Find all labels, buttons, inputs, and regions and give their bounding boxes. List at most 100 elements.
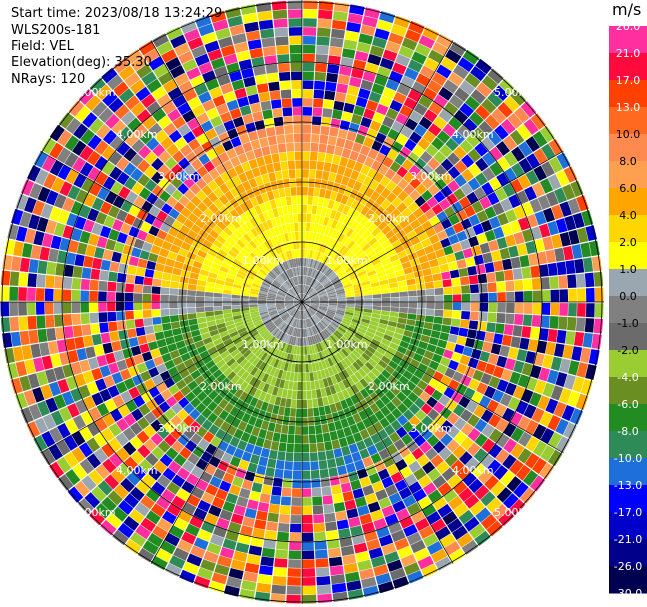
velocity-bin — [511, 146, 526, 162]
velocity-bin — [390, 419, 402, 431]
velocity-bin — [4, 347, 16, 364]
velocity-bin — [240, 371, 250, 381]
velocity-bin — [310, 302, 320, 304]
velocity-bin — [531, 457, 547, 475]
velocity-bin — [288, 169, 296, 179]
velocity-bin — [348, 443, 359, 454]
velocity-bin — [127, 265, 137, 275]
velocity-bin — [209, 329, 219, 337]
velocity-bin — [548, 156, 563, 173]
velocity-bin — [341, 247, 350, 256]
velocity-bin — [302, 258, 305, 267]
velocity-bin — [290, 308, 297, 316]
velocity-bin — [79, 145, 94, 161]
velocity-bin — [140, 390, 153, 403]
velocity-bin — [299, 284, 302, 294]
velocity-bin — [15, 193, 29, 211]
velocity-bin — [201, 184, 213, 196]
velocity-bin — [395, 269, 405, 277]
velocity-bin — [424, 447, 438, 461]
velocity-bin — [277, 275, 285, 284]
velocity-bin — [329, 565, 344, 576]
velocity-bin — [276, 296, 285, 300]
velocity-bin — [33, 435, 48, 452]
velocity-bin — [152, 374, 164, 386]
velocity-bin — [338, 271, 347, 278]
velocity-bin — [194, 83, 209, 96]
velocity-bin — [317, 397, 324, 407]
velocity-bin — [302, 195, 308, 205]
velocity-bin — [352, 336, 362, 344]
velocity-bin — [514, 314, 524, 326]
velocity-bin — [155, 548, 172, 563]
velocity-bin — [291, 196, 297, 205]
velocity-bin — [336, 268, 345, 276]
velocity-bin — [270, 217, 278, 228]
velocity-bin — [239, 236, 249, 246]
velocity-bin — [285, 305, 294, 309]
velocity-bin — [304, 346, 308, 355]
velocity-bin — [132, 374, 144, 386]
velocity-bin — [294, 310, 299, 319]
velocity-bin — [177, 539, 193, 553]
velocity-bin — [56, 147, 72, 164]
velocity-bin — [369, 212, 379, 223]
velocity-bin — [249, 306, 259, 311]
velocity-bin — [266, 302, 276, 304]
velocity-bin — [194, 218, 206, 229]
velocity-bin — [464, 366, 476, 378]
velocity-bin — [138, 403, 151, 416]
velocity-bin — [354, 459, 365, 471]
velocity-bin — [322, 432, 331, 442]
velocity-bin — [45, 397, 59, 413]
velocity-bin — [293, 249, 298, 259]
velocity-bin — [156, 93, 172, 108]
velocity-bin — [270, 286, 279, 292]
velocity-bin — [307, 277, 312, 286]
velocity-bin — [469, 311, 479, 321]
velocity-bin — [310, 469, 320, 479]
velocity-bin — [233, 318, 243, 324]
velocity-bin — [302, 240, 306, 249]
velocity-bin — [327, 309, 336, 313]
velocity-bin — [217, 460, 230, 472]
velocity-bin — [144, 165, 157, 179]
range-ring-label: 2.00km — [368, 380, 410, 393]
velocity-bin — [500, 470, 515, 486]
velocity-bin — [249, 490, 261, 502]
velocity-bin — [302, 284, 304, 294]
velocity-bin — [169, 349, 181, 360]
velocity-bin — [387, 559, 403, 572]
velocity-bin — [302, 80, 314, 90]
velocity-bin — [353, 180, 363, 192]
velocity-bin — [350, 220, 360, 231]
velocity-bin — [156, 210, 168, 222]
velocity-bin — [540, 445, 555, 462]
velocity-bin — [295, 285, 300, 294]
velocity-bin — [271, 269, 279, 277]
velocity-bin — [286, 305, 295, 310]
velocity-bin — [266, 303, 276, 306]
velocity-bin — [277, 292, 286, 297]
velocity-bin — [354, 371, 363, 381]
velocity-bin — [236, 355, 246, 365]
velocity-bin — [293, 345, 298, 355]
velocity-bin — [198, 274, 208, 282]
velocity-bin — [355, 381, 365, 392]
velocity-bin — [79, 161, 94, 177]
velocity-bin — [420, 238, 432, 248]
velocity-bin — [437, 339, 448, 349]
velocity-bin — [302, 594, 317, 604]
velocity-bin — [299, 337, 302, 346]
velocity-bin — [346, 580, 362, 592]
velocity-bin — [51, 177, 65, 193]
velocity-bin — [291, 308, 297, 316]
velocity-bin — [266, 260, 275, 269]
velocity-bin — [360, 116, 372, 128]
velocity-bin — [484, 331, 495, 343]
velocity-bin — [272, 208, 280, 218]
velocity-bin — [302, 295, 308, 302]
velocity-bin — [236, 324, 246, 331]
velocity-bin — [361, 229, 371, 240]
velocity-bin — [289, 408, 296, 417]
